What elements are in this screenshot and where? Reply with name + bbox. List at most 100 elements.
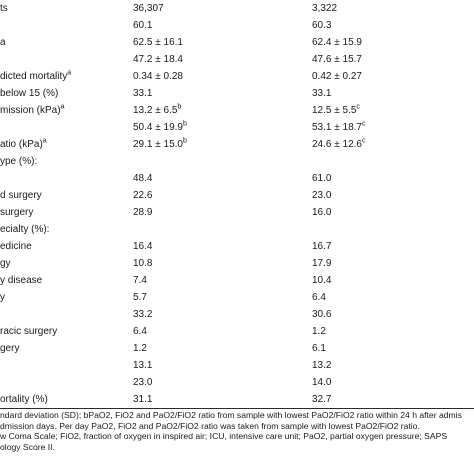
value-group-1: 47.2 ± 18.4 xyxy=(133,51,183,68)
row-label-text: gery xyxy=(0,343,20,354)
row-label-footnote-marker: a xyxy=(67,69,72,77)
value-group-1-text: 33.2 xyxy=(133,309,153,320)
value-group-1-text: 50.4 ± 19.9 xyxy=(133,122,183,133)
value-group-1-text: 33.1 xyxy=(133,88,153,99)
value-group-1-text: 31.1 xyxy=(133,394,153,405)
value-group-1-text: 36,307 xyxy=(133,3,164,14)
value-group-1-footnote-marker: b xyxy=(182,137,187,145)
value-group-2: 0.42 ± 0.27 xyxy=(312,68,362,85)
value-group-1: 48.4 xyxy=(133,170,152,187)
value-group-1: 10.8 xyxy=(133,255,152,272)
value-group-2-text: 13.2 xyxy=(312,360,332,371)
row-label-text: ype (%): xyxy=(0,156,38,167)
value-group-1-text: 16.4 xyxy=(133,241,153,252)
row-label-text: below 15 (%) xyxy=(0,88,59,99)
value-group-2-text: 24.6 ± 12.6 xyxy=(312,139,362,150)
value-group-1: 33.2 xyxy=(133,306,152,323)
table-row: edicine 16.4 16.7 xyxy=(0,238,474,255)
value-group-2: 16.7 xyxy=(312,238,331,255)
value-group-2-footnote-marker: c xyxy=(361,137,366,145)
row-label: ts xyxy=(0,0,8,17)
value-group-2-text: 0.42 ± 0.27 xyxy=(312,71,362,82)
row-label-text: edicine xyxy=(0,241,32,252)
row-label: surgery xyxy=(0,204,33,221)
value-group-1: 22.6 xyxy=(133,187,152,204)
row-label: gy xyxy=(0,255,11,272)
value-group-2-text: 16.7 xyxy=(312,241,332,252)
table-bottom-border xyxy=(0,408,474,409)
table-row: ecialty (%): xyxy=(0,221,474,238)
value-group-2: 47.6 ± 15.7 xyxy=(312,51,362,68)
table-row: 13.1 13.2 xyxy=(0,357,474,374)
value-group-2: 53.1 ± 18.7c xyxy=(312,119,365,136)
value-group-2-text: 10.4 xyxy=(312,275,332,286)
value-group-2-text: 6.1 xyxy=(312,343,326,354)
value-group-2: 17.9 xyxy=(312,255,331,272)
row-label-text: ts xyxy=(0,3,8,14)
row-label-text: gy xyxy=(0,258,11,269)
value-group-2-text: 32.7 xyxy=(312,394,332,405)
row-label-text: y xyxy=(0,292,5,303)
row-label: y xyxy=(0,289,5,306)
value-group-1: 0.34 ± 0.28 xyxy=(133,68,183,85)
value-group-1-text: 60.1 xyxy=(133,20,153,31)
table-row: racic surgery 6.4 1.2 xyxy=(0,323,474,340)
value-group-1-text: 29.1 ± 15.0 xyxy=(133,139,183,150)
value-group-1: 33.1 xyxy=(133,85,152,102)
row-label-text: surgery xyxy=(0,207,34,218)
table-row: 47.2 ± 18.4 47.6 ± 15.7 xyxy=(0,51,474,68)
value-group-1-text: 5.7 xyxy=(133,292,147,303)
value-group-2-text: 12.5 ± 5.5 xyxy=(312,105,357,116)
table-row: ts 36,307 3,322 xyxy=(0,0,474,17)
value-group-1: 50.4 ± 19.9b xyxy=(133,119,187,136)
value-group-1: 1.2 xyxy=(133,340,147,357)
value-group-2: 10.4 xyxy=(312,272,331,289)
value-group-1: 29.1 ± 15.0b xyxy=(133,136,187,153)
value-group-1-footnote-marker: b xyxy=(182,120,187,128)
table-row: ortality (%) 31.1 32.7 xyxy=(0,391,474,408)
value-group-1: 62.5 ± 16.1 xyxy=(133,34,183,51)
value-group-2: 16.0 xyxy=(312,204,331,221)
value-group-1-text: 7.4 xyxy=(133,275,147,286)
row-label: ecialty (%): xyxy=(0,221,49,238)
table-row: 33.2 30.6 xyxy=(0,306,474,323)
value-group-2: 62.4 ± 15.9 xyxy=(312,34,362,51)
value-group-2-text: 62.4 ± 15.9 xyxy=(312,37,362,48)
table-row: y 5.7 6.4 xyxy=(0,289,474,306)
value-group-1: 13.1 xyxy=(133,357,152,374)
value-group-1-text: 13.1 xyxy=(133,360,153,371)
value-group-2-text: 60.3 xyxy=(312,20,332,31)
row-label-text: mission (kPa) xyxy=(0,105,61,116)
value-group-2: 14.0 xyxy=(312,374,331,391)
row-label-text: a xyxy=(0,37,6,48)
value-group-1: 31.1 xyxy=(133,391,152,408)
value-group-2: 23.0 xyxy=(312,187,331,204)
row-label: y disease xyxy=(0,272,42,289)
value-group-1-text: 62.5 ± 16.1 xyxy=(133,37,183,48)
row-label-text: d surgery xyxy=(0,190,42,201)
value-group-2-text: 47.6 ± 15.7 xyxy=(312,54,362,65)
value-group-1: 36,307 xyxy=(133,0,164,17)
row-label: dicted mortalitya xyxy=(0,68,71,85)
value-group-2: 33.1 xyxy=(312,85,331,102)
value-group-2: 32.7 xyxy=(312,391,331,408)
row-label-text: ecialty (%): xyxy=(0,224,50,235)
value-group-1-text: 23.0 xyxy=(133,377,153,388)
value-group-1: 6.4 xyxy=(133,323,147,340)
table-row: mission (kPa)a 13.2 ± 6.5b 12.5 ± 5.5c xyxy=(0,102,474,119)
row-label: ortality (%) xyxy=(0,391,48,408)
table-row: dicted mortalitya 0.34 ± 0.28 0.42 ± 0.27 xyxy=(0,68,474,85)
row-label: racic surgery xyxy=(0,323,57,340)
value-group-2-text: 23.0 xyxy=(312,190,332,201)
value-group-2: 12.5 ± 5.5c xyxy=(312,102,360,119)
value-group-1: 7.4 xyxy=(133,272,147,289)
value-group-2: 6.4 xyxy=(312,289,326,306)
value-group-1-text: 1.2 xyxy=(133,343,147,354)
row-label: below 15 (%) xyxy=(0,85,58,102)
value-group-2: 61.0 xyxy=(312,170,331,187)
table-row: ype (%): xyxy=(0,153,474,170)
value-group-2-text: 3,322 xyxy=(312,3,338,14)
row-label-text: atio (kPa) xyxy=(0,139,43,150)
value-group-1: 60.1 xyxy=(133,17,152,34)
value-group-2-text: 33.1 xyxy=(312,88,332,99)
